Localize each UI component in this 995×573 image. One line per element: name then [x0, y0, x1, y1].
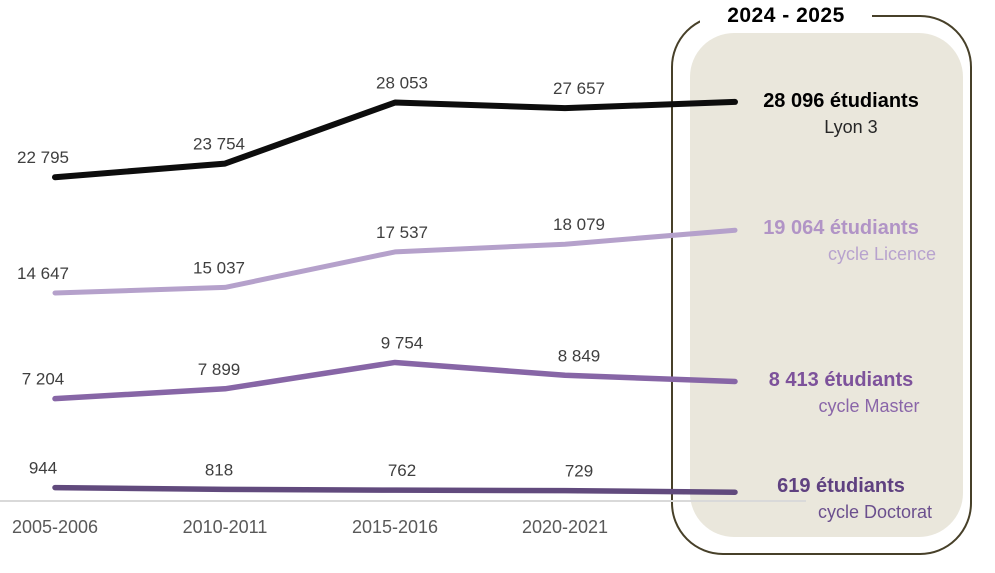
x-axis-tick-label: 2020-2021 — [522, 517, 608, 537]
series-line-cycle-master — [52, 359, 738, 402]
end-label-cycle-master: 8 413 étudiants cycle Master — [740, 367, 942, 420]
data-point-label: 18 079 — [553, 215, 605, 234]
series-line-lyon-3 — [52, 98, 738, 181]
end-label-name: cycle Doctorat — [817, 502, 933, 523]
year-panel-title: 2024 - 2025 — [700, 1, 872, 31]
data-point-label: 9 754 — [381, 333, 424, 352]
data-point-label: 762 — [388, 461, 416, 480]
data-point-label: 22 795 — [17, 148, 69, 167]
data-point-label: 15 037 — [193, 258, 245, 277]
x-axis-tick-label: 2010-2011 — [183, 517, 268, 537]
data-point-label: 28 053 — [376, 74, 428, 93]
series-line-cycle-licence — [52, 227, 738, 296]
end-label-value: 19 064 étudiants — [763, 217, 919, 240]
end-label-value: 619 étudiants — [777, 475, 905, 498]
data-point-label: 27 657 — [553, 79, 605, 98]
end-label-name: cycle Licence — [827, 244, 937, 265]
end-label-cycle-doctorat: 619 étudiants cycle Doctorat — [740, 473, 942, 526]
end-label-name: Lyon 3 — [824, 116, 878, 137]
x-axis-tick-label: 2005-2006 — [12, 517, 98, 537]
data-point-label: 23 754 — [193, 135, 245, 154]
data-point-label: 14 647 — [17, 264, 69, 283]
end-label-cycle-licence: 19 064 étudiants cycle Licence — [740, 215, 942, 268]
series-line-cycle-doctorat — [52, 484, 738, 495]
end-label-name: cycle Master — [818, 396, 920, 417]
data-point-label: 7 204 — [22, 370, 65, 389]
year-panel-background — [690, 33, 963, 537]
end-label-value: 8 413 étudiants — [768, 369, 914, 392]
end-label-lyon-3: 28 096 étudiants Lyon 3 — [740, 88, 942, 141]
data-point-label: 818 — [205, 460, 233, 479]
data-point-label: 7 899 — [198, 360, 241, 379]
data-point-label: 17 537 — [376, 223, 428, 242]
data-point-label: 8 849 — [558, 346, 601, 365]
x-axis-tick-label: 2015-2016 — [352, 517, 438, 537]
end-label-value: 28 096 étudiants — [763, 89, 919, 112]
data-point-label: 729 — [565, 462, 593, 481]
data-point-label: 944 — [29, 459, 57, 478]
